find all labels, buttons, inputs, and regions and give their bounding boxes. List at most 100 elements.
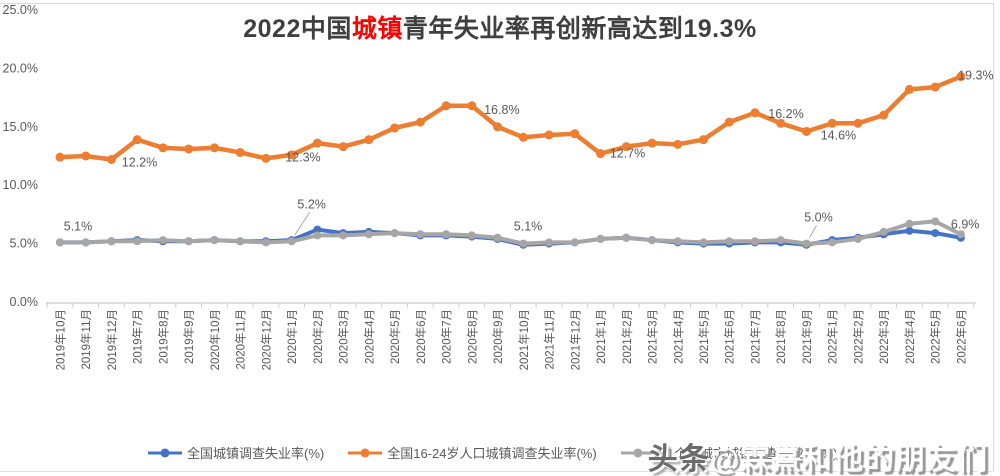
annotation-label: 16.2% [768,107,803,121]
data-point-marker [415,117,425,127]
x-tick-label: 2022年1月 [826,309,840,364]
data-point-marker [416,230,425,239]
data-point-marker [956,230,965,239]
data-point-marker [750,108,760,118]
data-point-marker [724,117,734,127]
legend-label: 31个大城市城镇调查失业率(%) [659,446,838,461]
data-point-marker [853,234,862,243]
data-point-marker [519,239,528,248]
data-point-marker [107,237,116,246]
data-point-marker [931,229,940,238]
data-point-marker [828,238,837,247]
data-point-marker [133,237,142,246]
data-point-marker [338,142,348,152]
x-tick-label: 2020年3月 [337,309,351,364]
data-point-marker [596,234,605,243]
data-point-marker [904,84,914,94]
annotation-label: 12.7% [610,147,645,161]
data-point-marker [545,238,554,247]
chart-title: 2022中国城镇青年失业率再创新高达到19.3% [0,9,1000,45]
data-point-marker [776,236,785,245]
legend-label: 全国16-24岁人口城镇调查失业率(%) [387,446,597,461]
data-point-marker [56,238,64,247]
x-tick-label: 2021年10月 [517,309,531,370]
data-point-marker [261,238,270,247]
data-point-marker [879,110,889,120]
annotation-leader-line [809,225,817,238]
watermark: 头条@霖熹和他的朋友们 [648,434,988,476]
x-tick-label: 2021年9月 [800,309,814,364]
x-tick-label: 2019年9月 [182,309,196,364]
title-prefix: 2022中国 [243,15,352,43]
data-point-marker [596,149,606,159]
data-point-marker [106,155,116,165]
data-point-marker [467,101,477,111]
data-point-marker [339,231,348,240]
x-tick-label: 2021年12月 [568,309,582,370]
legend-item-youth[interactable]: 全国16-24岁人口城镇调查失业率(%) [348,443,597,462]
y-tick-label: 0.0% [10,295,39,309]
legend-line-marker-icon [348,448,383,457]
data-point-marker [261,153,271,163]
x-tick-label: 2021年6月 [723,309,737,364]
x-tick-label: 2020年7月 [440,309,454,364]
x-tick-label: 2021年3月 [646,309,660,364]
series-line [59,74,962,162]
x-tick-label: 2021年1月 [594,309,608,364]
x-tick-label: 2020年2月 [311,309,325,364]
x-tick-label: 2020年1月 [285,309,299,364]
x-tick-label: 2021年4月 [671,309,685,364]
data-point-marker [364,135,374,145]
data-point-marker [622,233,631,242]
data-point-marker [390,123,400,133]
annotation-label: 16.8% [484,103,519,117]
watermark-handle: @霖熹和他的朋友们 [709,443,988,476]
data-point-marker [905,226,914,235]
data-point-marker [184,237,193,246]
x-tick-label: 2022年6月 [954,309,968,364]
series-line [60,219,962,246]
x-tick-label: 2021年8月 [774,309,788,364]
data-point-marker [647,138,657,148]
legend-line-marker-icon [620,448,655,457]
legend-line-marker-icon [148,448,182,457]
data-point-marker [956,72,966,82]
title-highlight: 城镇 [351,15,403,43]
data-point-marker [158,143,168,153]
data-point-marker [827,118,837,128]
annotation-label: 6.9% [951,217,980,231]
data-point-marker [699,135,708,145]
x-tick-label: 2019年11月 [79,309,93,370]
y-tick-label: 5.0% [10,237,39,251]
data-point-marker [312,138,322,148]
x-tick-label: 2020年6月 [414,309,428,364]
data-point-marker [931,217,940,226]
x-tick-label: 2021年7月 [748,309,762,364]
data-point-marker [442,230,451,239]
x-tick-label: 2022年4月 [903,309,917,364]
annotation-leader-line [294,211,311,236]
data-point-marker [930,82,940,92]
data-point-marker [313,225,322,234]
x-tick-label: 2020年9月 [491,309,505,364]
chart-border-top [0,3,994,4]
data-point-marker [673,237,682,246]
y-tick-label: 10.0% [3,178,38,192]
data-point-marker [750,237,759,246]
x-tick-label: 2021年11月 [543,309,557,370]
legend-item-31cities[interactable]: 31个大城市城镇调查失业率(%) [620,443,838,462]
data-point-marker [390,229,399,238]
watermark-brand: 头条 [647,443,710,476]
x-tick-label: 2022年2月 [851,309,865,364]
legend-item-national[interactable]: 全国城镇调查失业率(%) [148,443,324,462]
data-point-marker [236,237,245,246]
annotation-label: 14.6% [821,128,856,142]
data-point-marker [725,237,734,246]
data-point-marker [441,101,451,111]
data-point-marker [776,118,786,128]
data-point-marker [287,150,297,160]
data-point-marker [81,151,91,161]
data-point-marker [493,122,503,132]
